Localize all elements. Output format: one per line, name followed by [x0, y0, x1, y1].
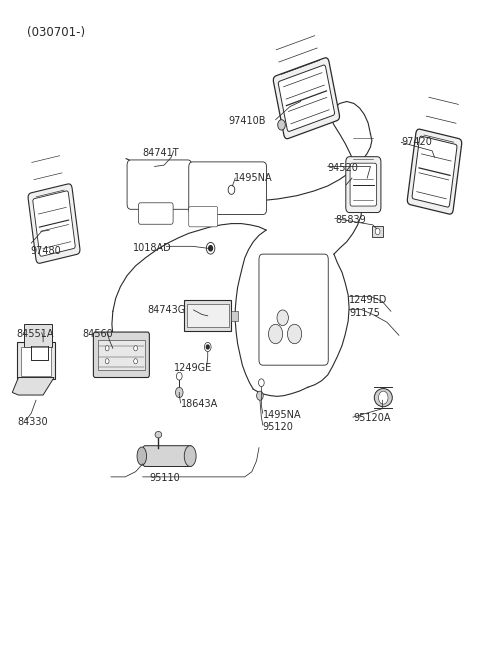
Text: 1249GE: 1249GE [174, 363, 212, 373]
Circle shape [176, 387, 183, 398]
FancyBboxPatch shape [189, 162, 266, 214]
Text: 97420: 97420 [401, 138, 432, 147]
Polygon shape [12, 377, 54, 395]
Bar [187, 304, 228, 328]
Text: 95120: 95120 [263, 422, 294, 432]
Text: 18643A: 18643A [180, 399, 218, 409]
Bar [184, 300, 231, 331]
Circle shape [204, 343, 211, 352]
Text: 1018AD: 1018AD [133, 242, 172, 253]
Text: 84741T: 84741T [143, 149, 180, 159]
FancyBboxPatch shape [143, 445, 192, 466]
Circle shape [209, 246, 213, 251]
FancyBboxPatch shape [259, 254, 328, 365]
Text: 84551A: 84551A [16, 329, 54, 339]
FancyBboxPatch shape [273, 58, 339, 139]
Circle shape [105, 346, 109, 351]
Circle shape [134, 359, 137, 364]
FancyBboxPatch shape [17, 342, 56, 379]
Circle shape [105, 359, 109, 364]
Circle shape [206, 242, 215, 254]
Ellipse shape [137, 447, 146, 465]
FancyBboxPatch shape [346, 157, 381, 213]
Text: 94520: 94520 [328, 163, 359, 174]
FancyBboxPatch shape [278, 65, 335, 132]
Circle shape [177, 372, 182, 380]
Circle shape [206, 345, 209, 349]
FancyBboxPatch shape [189, 207, 218, 227]
Ellipse shape [155, 432, 162, 438]
FancyBboxPatch shape [94, 332, 149, 377]
Ellipse shape [184, 445, 196, 466]
Circle shape [134, 346, 137, 351]
Circle shape [268, 324, 283, 344]
Text: 1495NA: 1495NA [263, 410, 301, 420]
Circle shape [278, 120, 285, 130]
FancyBboxPatch shape [28, 184, 80, 263]
Text: 84743G: 84743G [147, 305, 186, 315]
FancyBboxPatch shape [412, 136, 457, 207]
FancyBboxPatch shape [350, 163, 377, 206]
FancyBboxPatch shape [408, 129, 462, 214]
Circle shape [375, 228, 380, 234]
FancyBboxPatch shape [24, 324, 52, 347]
FancyBboxPatch shape [33, 191, 75, 256]
Bar [31, 346, 48, 360]
Circle shape [257, 391, 263, 400]
Text: 95120A: 95120A [353, 413, 390, 423]
Text: 1495NA: 1495NA [234, 173, 273, 183]
Text: 1249ED: 1249ED [349, 295, 387, 305]
Circle shape [259, 379, 264, 386]
FancyBboxPatch shape [21, 347, 51, 375]
Bar [231, 310, 238, 321]
Text: 84560: 84560 [83, 329, 113, 339]
Bar [372, 226, 384, 236]
Circle shape [379, 391, 388, 404]
Text: (030701-): (030701-) [26, 26, 84, 39]
FancyBboxPatch shape [127, 160, 192, 210]
Text: 84330: 84330 [17, 417, 48, 426]
Text: 95110: 95110 [150, 473, 180, 483]
FancyBboxPatch shape [138, 203, 173, 224]
Circle shape [288, 324, 301, 344]
Text: 91175: 91175 [349, 308, 380, 318]
Text: 85839: 85839 [335, 215, 366, 225]
Circle shape [228, 185, 235, 195]
Ellipse shape [374, 388, 392, 407]
Bar [98, 340, 144, 369]
Text: 97480: 97480 [30, 246, 61, 256]
Circle shape [277, 310, 288, 326]
Text: 97410B: 97410B [228, 116, 265, 126]
